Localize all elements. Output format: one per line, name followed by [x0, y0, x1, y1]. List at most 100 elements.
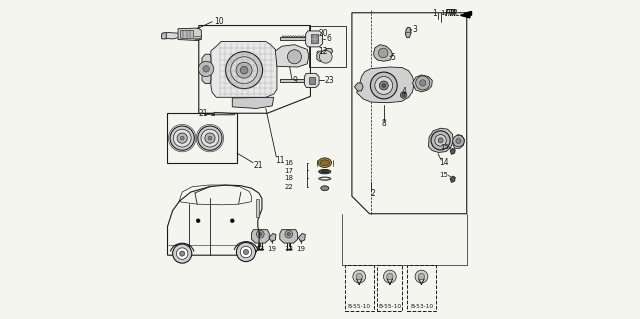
Polygon shape [305, 73, 319, 87]
Text: B-55-10: B-55-10 [348, 304, 371, 309]
Circle shape [353, 270, 365, 283]
Polygon shape [452, 135, 465, 148]
Polygon shape [406, 27, 411, 38]
Circle shape [201, 129, 219, 147]
Polygon shape [356, 67, 414, 103]
Text: 20: 20 [318, 29, 328, 38]
Circle shape [177, 248, 188, 259]
Text: 19: 19 [296, 247, 305, 252]
Circle shape [382, 84, 386, 87]
Text: 21: 21 [199, 109, 208, 118]
Polygon shape [211, 41, 277, 97]
Polygon shape [374, 45, 393, 61]
Text: 13: 13 [255, 247, 264, 252]
Circle shape [230, 57, 257, 84]
Circle shape [438, 138, 443, 143]
Circle shape [420, 80, 426, 86]
Circle shape [236, 62, 252, 78]
Circle shape [415, 270, 428, 283]
Text: 21: 21 [253, 161, 263, 170]
Circle shape [180, 251, 185, 256]
Ellipse shape [318, 158, 332, 167]
Text: 1: 1 [440, 11, 445, 16]
Circle shape [198, 126, 222, 150]
Text: 10: 10 [214, 17, 224, 26]
Circle shape [173, 129, 191, 147]
Text: B-53-10: B-53-10 [410, 304, 433, 309]
Polygon shape [280, 37, 309, 40]
Circle shape [177, 133, 188, 143]
Circle shape [240, 66, 248, 74]
Circle shape [378, 48, 388, 58]
Circle shape [225, 52, 262, 89]
Text: 5: 5 [391, 53, 396, 62]
Circle shape [371, 72, 397, 99]
Circle shape [402, 93, 405, 97]
Ellipse shape [321, 186, 329, 191]
Ellipse shape [319, 169, 331, 174]
Circle shape [435, 135, 446, 146]
Bar [378, 265, 403, 311]
Bar [309, 77, 315, 84]
Polygon shape [161, 33, 166, 39]
Circle shape [259, 233, 262, 236]
Polygon shape [162, 33, 180, 39]
Circle shape [387, 273, 393, 280]
Circle shape [180, 136, 184, 140]
Circle shape [383, 270, 396, 283]
Ellipse shape [246, 102, 259, 108]
Circle shape [419, 273, 424, 280]
Polygon shape [306, 31, 323, 47]
Circle shape [287, 233, 291, 236]
Circle shape [456, 138, 461, 144]
Text: 1: 1 [433, 9, 437, 18]
Polygon shape [450, 148, 455, 154]
Bar [256, 199, 259, 217]
Circle shape [401, 92, 407, 98]
Bar [309, 26, 346, 67]
Polygon shape [355, 83, 363, 91]
Text: 18: 18 [284, 175, 293, 181]
Circle shape [203, 66, 209, 72]
Bar [311, 34, 318, 43]
Text: 8: 8 [381, 119, 386, 128]
Text: FR.: FR. [445, 9, 461, 18]
Circle shape [380, 81, 388, 90]
Polygon shape [275, 45, 309, 67]
Circle shape [198, 61, 214, 77]
Circle shape [375, 77, 393, 94]
Text: FR.: FR. [448, 9, 461, 18]
Polygon shape [317, 48, 333, 61]
Polygon shape [214, 112, 234, 115]
Polygon shape [450, 176, 455, 182]
Circle shape [416, 76, 429, 90]
Polygon shape [269, 234, 276, 242]
Circle shape [356, 273, 362, 280]
Circle shape [196, 219, 200, 223]
Text: 9: 9 [292, 76, 297, 85]
Polygon shape [413, 75, 432, 92]
Circle shape [230, 219, 234, 223]
Bar [407, 265, 436, 311]
Text: 15: 15 [440, 173, 449, 178]
Bar [167, 113, 237, 163]
Text: B-55-10: B-55-10 [378, 304, 401, 309]
Text: 6: 6 [326, 34, 332, 43]
Circle shape [240, 246, 252, 258]
Text: 3: 3 [413, 25, 417, 34]
Polygon shape [252, 230, 269, 243]
Circle shape [431, 131, 450, 150]
Circle shape [287, 50, 301, 64]
Bar [180, 30, 193, 38]
Polygon shape [464, 11, 472, 15]
Bar [345, 265, 374, 311]
Text: 13: 13 [284, 247, 293, 252]
Circle shape [236, 242, 255, 262]
Circle shape [205, 133, 215, 143]
Text: 15: 15 [440, 144, 449, 150]
Polygon shape [178, 28, 202, 41]
Ellipse shape [320, 160, 330, 166]
Text: 12: 12 [318, 47, 328, 56]
Polygon shape [232, 97, 274, 108]
Polygon shape [310, 32, 316, 44]
